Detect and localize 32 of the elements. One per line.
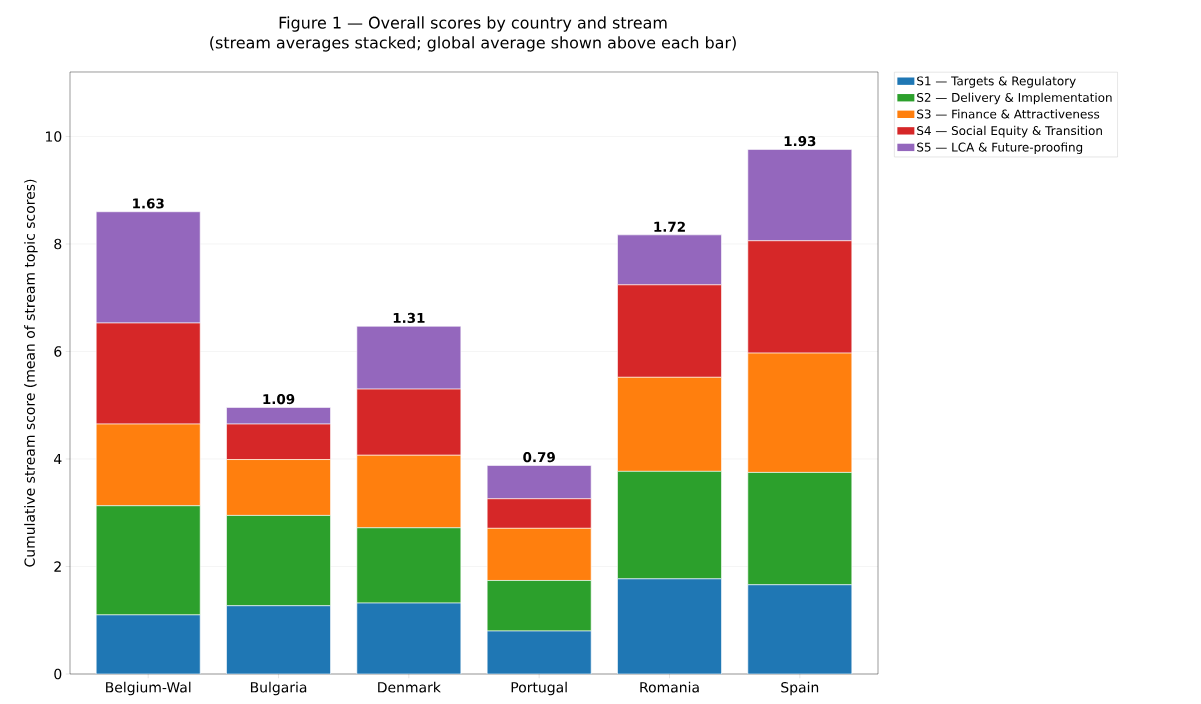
bar (226, 605, 331, 674)
chart-subtitle: (stream averages stacked; global average shown above each bar) (210, 36, 736, 52)
x-tick-label: Bulgaria (250, 681, 307, 696)
y-tick-label: 10 (46, 131, 62, 142)
bar (96, 614, 201, 674)
legend-label: S1 — Targets & Regulatory (917, 76, 1076, 88)
annotation: 1.93 (784, 136, 816, 147)
y-tick-label: 0 (54, 668, 62, 680)
legend-label: S4 — Social Equity & Transition (917, 125, 1102, 138)
legend-label: S5 — LCA & Future-proofing (917, 142, 1083, 154)
x-tick-label: Belgium-Wal (106, 681, 191, 696)
y-tick-label: 8 (54, 238, 62, 250)
legend-label: S3 — Finance & Attractiveness (917, 109, 1100, 119)
x-tick-label: Denmark (378, 681, 441, 693)
bar (617, 578, 722, 674)
legend-label: S2 — Delivery & Implementation (917, 92, 1112, 105)
y-tick-label: 6 (54, 346, 62, 357)
y-tick-label: 4 (54, 453, 62, 465)
x-tick-label: Spain (781, 681, 819, 696)
bar (487, 631, 592, 674)
annotation: 1.31 (393, 312, 425, 324)
chart-title: Figure 1 — Overall scores by country and stream (279, 16, 667, 32)
annotation: 1.63 (133, 198, 164, 209)
annotation: 1.09 (263, 394, 295, 405)
bar (356, 603, 461, 674)
annotation: 1.72 (654, 221, 685, 232)
x-tick-label: Portugal (511, 681, 567, 696)
annotation: 0.79 (523, 452, 555, 463)
bar (747, 584, 853, 674)
y-axis-title: Cumulative stream score (mean of stream topic scores) (24, 179, 38, 567)
x-tick-label: Romania (640, 681, 699, 693)
y-tick-label: 2 (54, 561, 61, 572)
